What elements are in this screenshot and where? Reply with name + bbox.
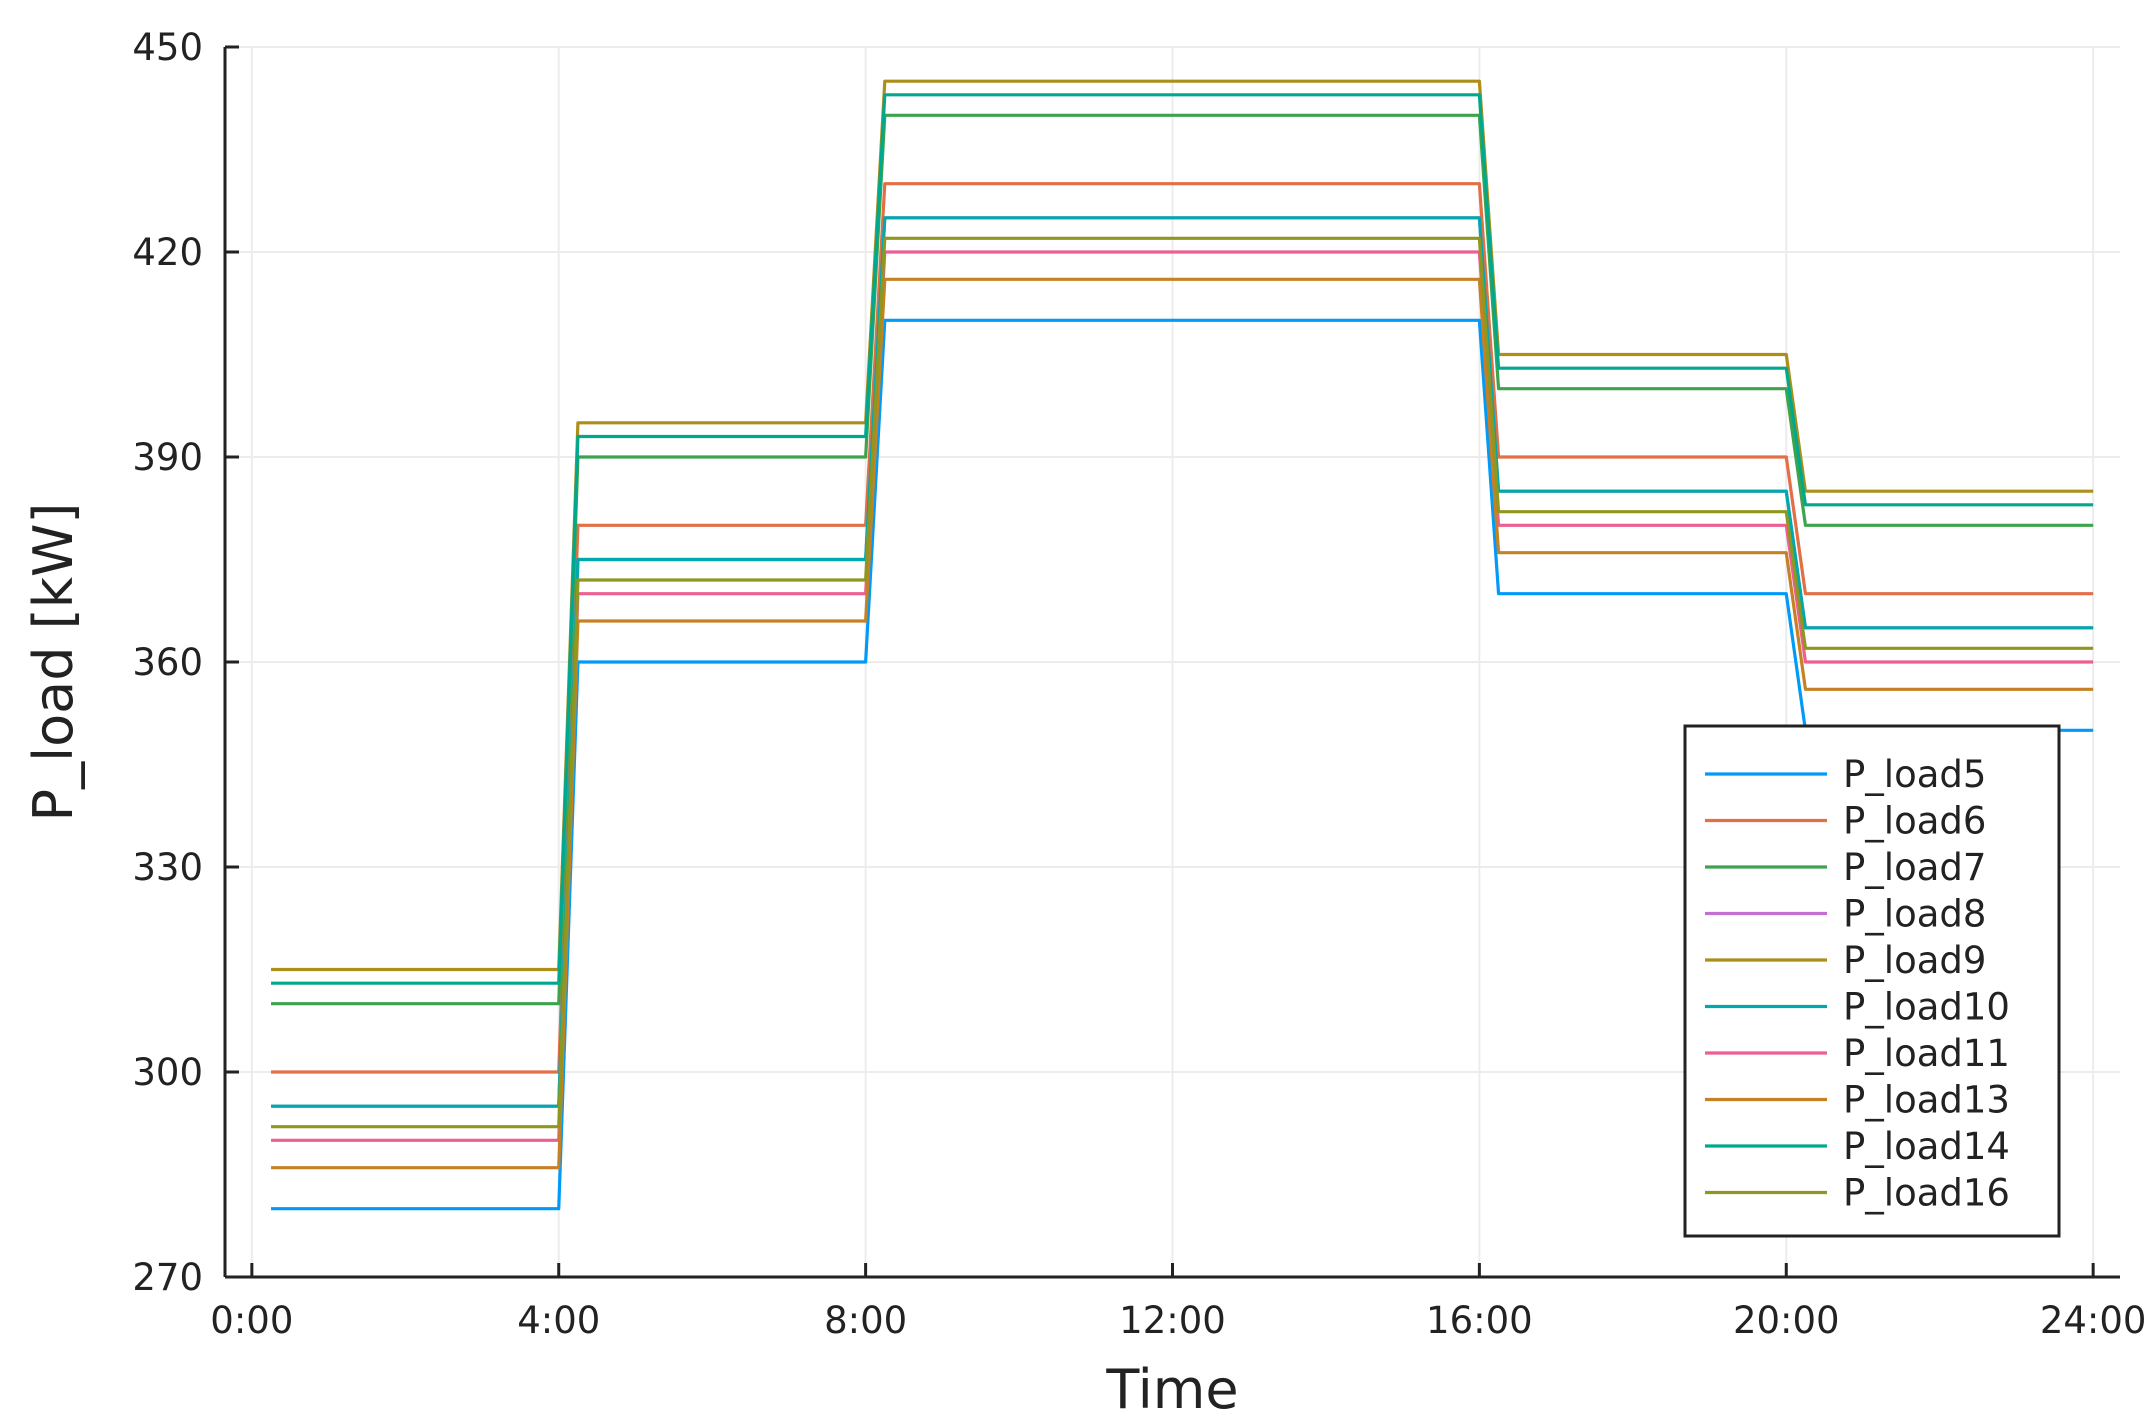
y-tick-label: 300: [132, 1051, 203, 1094]
legend-label: P_load16: [1843, 1172, 2010, 1215]
axes: [223, 45, 2120, 1279]
y-tick-label: 390: [132, 436, 203, 479]
legend-label: P_load13: [1843, 1079, 2010, 1122]
legend-label: P_load7: [1843, 846, 1986, 889]
legend-label: P_load8: [1843, 893, 1986, 936]
series-line-p-load16: [271, 236, 2094, 1129]
series-line-p-load14: [271, 93, 2094, 985]
x-tick-label: 8:00: [824, 1299, 907, 1342]
x-tick-label: 0:00: [210, 1299, 293, 1342]
legend-label: P_load5: [1843, 753, 1986, 796]
legend-box: [1683, 724, 2061, 1238]
legend-label: P_load6: [1843, 800, 1986, 843]
legend: P_load5P_load6P_load7P_load8P_load9P_loa…: [1683, 724, 2061, 1238]
x-tick-label: 12:00: [1119, 1299, 1226, 1342]
tick-labels: 0:00 4:00 8:00 12:00 16:00 20:00 24:00 270 300 33…: [132, 26, 2146, 1342]
y-tick-label: 450: [132, 26, 203, 69]
x-axis-title: Time: [1105, 1358, 1238, 1421]
y-tick-label: 330: [132, 846, 203, 889]
legend-label: P_load14: [1843, 1125, 2010, 1168]
legend-label: P_load11: [1843, 1032, 2010, 1075]
y-tick-label: 420: [132, 231, 203, 274]
x-tick-label: 20:00: [1733, 1299, 1840, 1342]
y-axis-title: P_load [kW]: [22, 503, 85, 822]
y-tick-label: 270: [132, 1256, 203, 1299]
x-tick-label: 4:00: [517, 1299, 600, 1342]
x-tick-label: 24:00: [2040, 1299, 2147, 1342]
legend-label: P_load10: [1843, 986, 2010, 1029]
y-tick-label: 360: [132, 641, 203, 684]
legend-label: P_load9: [1843, 939, 1986, 982]
x-tick-label: 16:00: [1426, 1299, 1533, 1342]
plot-series: [271, 79, 2094, 1211]
